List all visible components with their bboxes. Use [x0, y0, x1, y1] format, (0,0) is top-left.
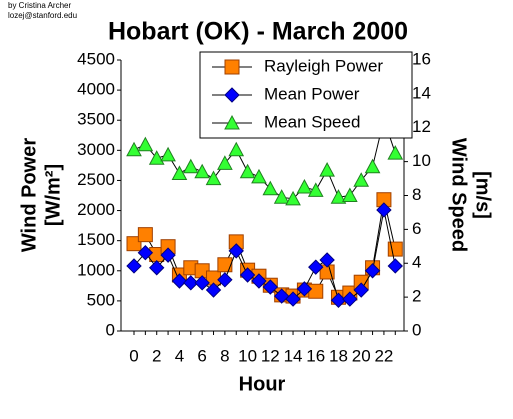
data-point [387, 241, 403, 257]
y2-tick-label: 2 [412, 287, 421, 306]
data-point [228, 243, 244, 259]
data-point [319, 162, 335, 177]
y-tick-label: 2500 [77, 170, 115, 189]
y-tick-label: 500 [87, 290, 115, 309]
data-point [251, 168, 267, 184]
data-point [387, 145, 404, 160]
credit: by Cristina Archer [8, 1, 71, 10]
data-point [183, 275, 199, 291]
x-tick-label: 18 [329, 346, 348, 365]
data-point [194, 163, 210, 179]
data-point [330, 189, 347, 204]
x-tick-label: 0 [129, 346, 138, 365]
data-point [262, 279, 279, 295]
data-point [171, 165, 188, 180]
data-point [126, 258, 142, 274]
y2-tick-label: 12 [412, 117, 431, 136]
x-tick-label: 6 [197, 346, 206, 365]
data-point [319, 252, 335, 268]
data-point [376, 202, 392, 218]
data-point [273, 288, 290, 304]
data-point [330, 292, 347, 308]
data-point [308, 283, 324, 299]
y-tick-label: 3000 [77, 140, 115, 159]
x-tick-label: 10 [238, 346, 257, 365]
y-tick-label: 3500 [77, 110, 115, 129]
data-point [239, 267, 256, 283]
legend-label: Mean Speed [264, 112, 360, 131]
y-tick-label: 2000 [77, 200, 115, 219]
data-point [342, 187, 358, 202]
y2-tick-label: 14 [412, 83, 431, 102]
data-point [296, 281, 313, 297]
data-point [171, 273, 188, 289]
y2-axis-label: [m/s] [472, 171, 494, 219]
data-point [217, 272, 233, 288]
data-point [251, 273, 267, 289]
data-point [308, 259, 324, 275]
data-point [387, 258, 403, 274]
data-point [126, 236, 142, 252]
y2-tick-label: 4 [412, 253, 421, 272]
y-axis-label: [W/m²] [42, 164, 64, 226]
data-point [273, 189, 290, 204]
data-point [217, 155, 233, 170]
data-point [342, 291, 358, 307]
data-point [137, 245, 154, 261]
x-tick-label: 14 [284, 346, 303, 365]
data-point [262, 180, 279, 196]
y-tick-label: 1000 [77, 260, 115, 279]
y2-tick-label: 8 [412, 185, 421, 204]
legend-marker [224, 59, 240, 75]
data-point [137, 227, 153, 243]
x-tick-label: 4 [175, 346, 184, 365]
y2-tick-label: 10 [412, 151, 431, 170]
data-point [307, 182, 324, 197]
data-point [182, 158, 199, 174]
x-tick-label: 2 [152, 346, 161, 365]
x-tick-label: 20 [352, 346, 371, 365]
chart-title: Hobart (OK) - March 2000 [108, 18, 408, 46]
y-tick-label: 4500 [77, 49, 115, 68]
legend-marker [224, 87, 240, 103]
data-point [205, 282, 222, 298]
y-tick-label: 4000 [77, 80, 115, 99]
data-point [148, 150, 165, 165]
data-point [160, 146, 176, 162]
data-point [205, 170, 222, 186]
data-point [285, 190, 301, 206]
y2-tick-label: 6 [412, 219, 421, 238]
y2-axis-label: Wind Speed [448, 138, 470, 252]
data-point [353, 282, 369, 298]
data-point [364, 158, 381, 174]
legend-label: Mean Power [264, 84, 360, 103]
data-point [149, 260, 165, 276]
x-tick-label: 16 [306, 346, 325, 365]
y-tick-label: 0 [106, 320, 115, 339]
data-point [228, 141, 245, 157]
data-point [194, 275, 210, 291]
data-point [160, 247, 176, 263]
legend-label: Rayleigh Power [264, 56, 383, 75]
x-tick-label: 22 [374, 346, 393, 365]
data-point [239, 163, 256, 179]
data-point [137, 136, 154, 152]
data-point [126, 141, 142, 157]
data-point [353, 172, 370, 187]
y2-tick-label: 0 [412, 320, 421, 339]
y-tick-label: 1500 [77, 230, 115, 249]
data-point [296, 178, 313, 194]
x-axis-label: Hour [239, 373, 286, 395]
data-point [217, 257, 233, 273]
x-tick-label: 12 [261, 346, 280, 365]
x-tick-label: 8 [220, 346, 229, 365]
y-axis-label: Wind Power [18, 138, 40, 252]
data-point [285, 291, 301, 307]
data-point [364, 263, 381, 279]
credit: lozej@stanford.edu [8, 11, 77, 20]
legend-marker [224, 114, 240, 130]
y2-tick-label: 16 [412, 49, 431, 68]
